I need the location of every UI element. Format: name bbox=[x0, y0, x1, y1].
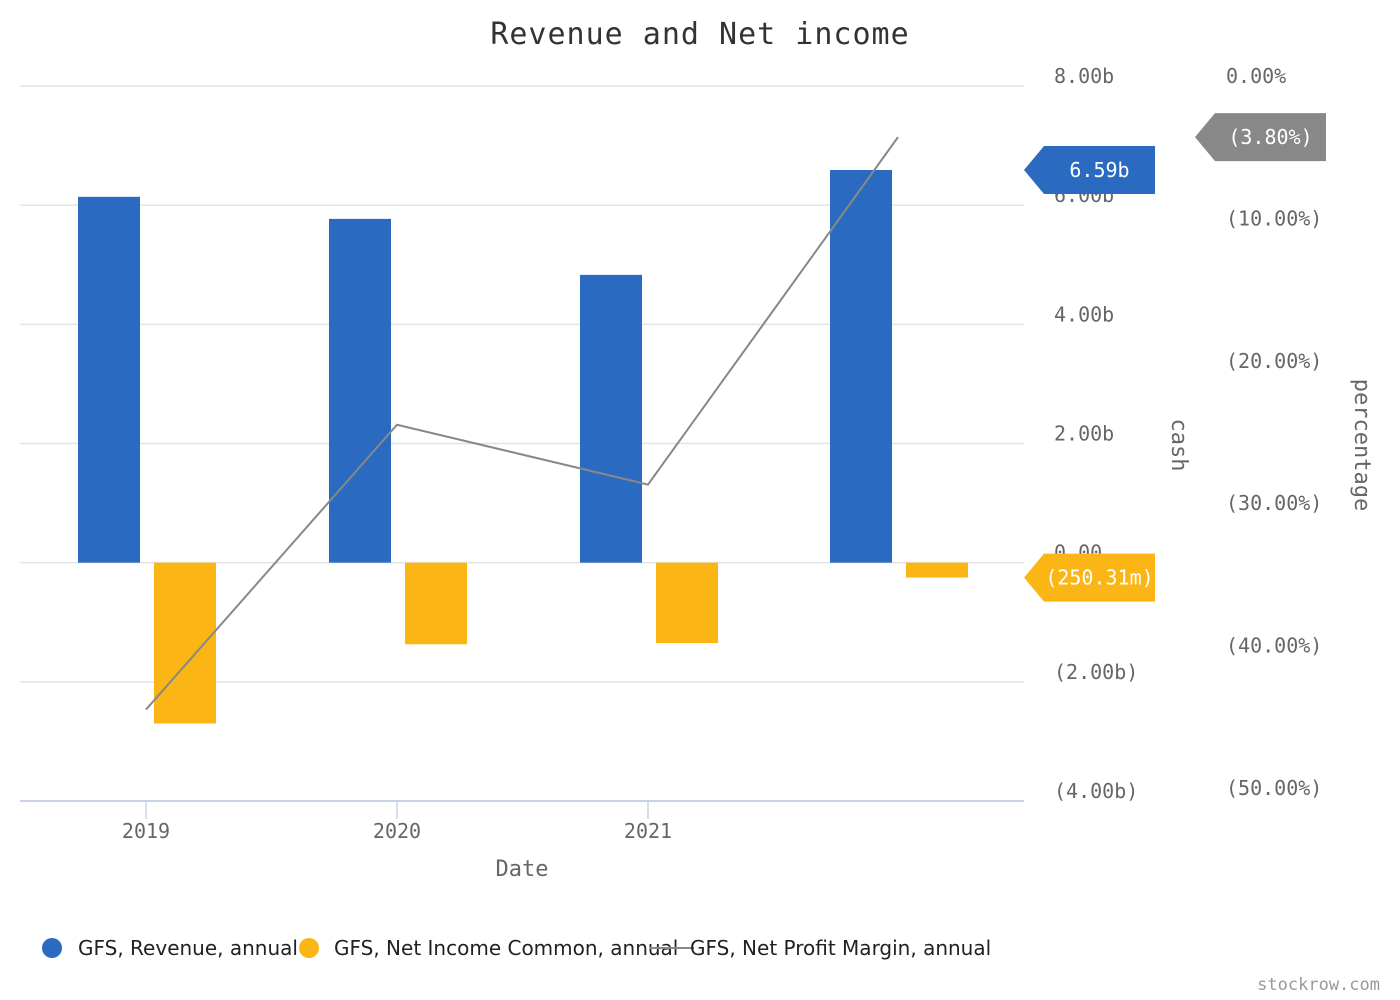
y-tick-percentage: (40.00%) bbox=[1226, 634, 1322, 658]
net-margin-value-flag-bg bbox=[1195, 113, 1326, 162]
y-tick-cash: 8.00b bbox=[1054, 64, 1114, 88]
y-axis-cash-label: cash bbox=[1166, 419, 1191, 472]
x-tick-label: 2021 bbox=[624, 819, 672, 843]
y-tick-percentage: (10.00%) bbox=[1226, 206, 1322, 230]
legend-net-income-label: GFS, Net Income Common, annual bbox=[334, 936, 678, 960]
y-tick-percentage: 0.00% bbox=[1226, 64, 1286, 88]
legend-net-margin-label: GFS, Net Profit Margin, annual bbox=[690, 936, 991, 960]
x-tick-label: 2020 bbox=[373, 819, 421, 843]
bars-group bbox=[78, 170, 968, 724]
x-tick-label: 2019 bbox=[122, 819, 170, 843]
y-axis-percentage-label: percentage bbox=[1349, 379, 1374, 511]
y-tick-percentage: (30.00%) bbox=[1226, 491, 1322, 515]
legend: GFS, Revenue, annual GFS, Net Income Comm… bbox=[42, 936, 991, 960]
revenue-bar bbox=[580, 274, 642, 563]
net-income-bar bbox=[656, 562, 718, 644]
net-income-value-flag-bg bbox=[1024, 553, 1155, 602]
net-margin-line bbox=[145, 136, 899, 711]
y-axis-percentage: 0.00% (10.00%) (20.00%) (30.00%) (40.00%) (50… bbox=[1226, 64, 1322, 800]
net-margin-value-flag-text: (3.80%) bbox=[1228, 125, 1312, 149]
legend-revenue-label: GFS, Revenue, annual bbox=[78, 936, 298, 960]
net-income-bar bbox=[405, 562, 467, 645]
legend-net-income-marker bbox=[299, 938, 319, 958]
x-axis: 2019 2020 2021 bbox=[20, 800, 1024, 843]
watermark: stockrow.com bbox=[1257, 975, 1380, 995]
revenue-bar bbox=[830, 170, 892, 563]
y-tick-cash: 2.00b bbox=[1054, 422, 1114, 446]
revenue-bar bbox=[329, 218, 391, 563]
y-tick-cash: 4.00b bbox=[1054, 302, 1114, 326]
chart-title: Revenue and Net income bbox=[490, 17, 909, 52]
margin-line-group bbox=[145, 136, 899, 711]
revenue-value-flag-text: 6.59b bbox=[1069, 158, 1129, 182]
net-income-bar bbox=[906, 562, 968, 578]
last-value-flags: 6.59b (250.31m) (3.80%) bbox=[1024, 113, 1326, 602]
y-tick-percentage: (20.00%) bbox=[1226, 349, 1322, 373]
revenue-bar bbox=[78, 196, 140, 563]
y-tick-cash: (4.00b) bbox=[1054, 779, 1138, 803]
revenue-value-flag-bg bbox=[1024, 146, 1155, 195]
y-tick-cash: (2.00b) bbox=[1054, 660, 1138, 684]
net-income-value-flag-text: (250.31m) bbox=[1045, 566, 1153, 590]
net-income-bar bbox=[154, 562, 216, 724]
y-tick-percentage: (50.00%) bbox=[1226, 776, 1322, 800]
x-axis-label: Date bbox=[496, 857, 549, 882]
legend-revenue-marker bbox=[42, 938, 62, 958]
